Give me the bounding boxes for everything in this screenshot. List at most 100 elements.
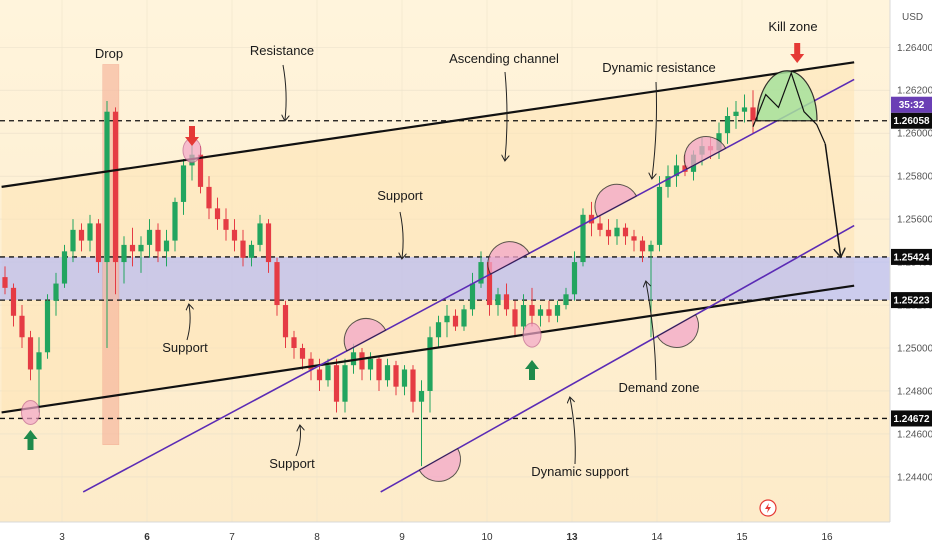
candle-body <box>78 229 85 241</box>
red-down-arrow <box>790 43 805 63</box>
candle-body <box>146 229 153 245</box>
countdown-value: 35:32 <box>899 100 925 111</box>
candle-body <box>155 229 161 252</box>
candle <box>741 94 748 123</box>
candle <box>605 219 612 245</box>
touch-arc <box>418 447 461 482</box>
candle-body <box>53 283 59 301</box>
touch-markers <box>21 136 727 482</box>
touch-ellipse <box>522 322 542 348</box>
touch-arc <box>656 314 699 349</box>
projection-arrow <box>824 143 840 256</box>
candle-body <box>724 116 731 134</box>
candle <box>231 219 238 252</box>
candle <box>155 223 161 263</box>
candle <box>36 337 42 413</box>
trendline-3 <box>380 224 855 493</box>
candle-body <box>427 337 433 391</box>
candle-body <box>274 262 280 306</box>
candle <box>257 214 263 252</box>
candle-body <box>410 369 416 402</box>
time-axis <box>0 522 890 550</box>
candle-body <box>495 294 501 306</box>
candle <box>146 219 153 258</box>
annotation-pointer <box>295 426 301 457</box>
candle <box>61 244 68 288</box>
kill-zone-dome <box>756 70 818 122</box>
candle-body <box>70 229 76 252</box>
candle <box>614 219 620 245</box>
candle <box>27 330 34 381</box>
candle <box>342 358 348 413</box>
candle-body <box>580 214 586 263</box>
candle <box>333 358 340 413</box>
channel-fill <box>1 62 855 413</box>
candle <box>121 236 127 284</box>
candle-body <box>299 348 306 359</box>
candle-body <box>418 390 425 402</box>
x-tick-label: 16 <box>821 532 833 543</box>
candles <box>2 90 756 467</box>
candle <box>274 257 280 316</box>
candle <box>172 197 178 252</box>
candle <box>265 219 272 273</box>
candle <box>10 283 17 327</box>
annotation-label: Support <box>162 340 208 355</box>
x-tick-label: 7 <box>229 532 235 543</box>
candle-body <box>129 244 136 252</box>
trendline-1 <box>1 284 855 414</box>
touch-arc <box>487 241 530 275</box>
touch-arc <box>343 318 387 352</box>
touch-ellipse <box>21 399 40 425</box>
y-tick-label: 1.25800 <box>897 172 932 183</box>
candle-body <box>665 176 671 187</box>
candle <box>180 158 187 215</box>
candle-body <box>265 223 272 263</box>
candle-body <box>282 305 289 338</box>
candle-body <box>741 107 748 112</box>
candle-body <box>673 165 680 177</box>
annotation-label: Ascending channel <box>449 51 559 66</box>
candle <box>206 176 212 220</box>
candle-body <box>614 227 620 237</box>
candle <box>554 300 561 323</box>
candle <box>444 305 450 338</box>
price-axis <box>890 0 932 550</box>
lightning-icon[interactable] <box>759 499 777 517</box>
y-tick-label: 1.26200 <box>897 86 932 97</box>
candle <box>733 100 739 129</box>
level-price-boxes: 1.26058 1.25424 1.25223 1.24672 35:32 <box>891 96 932 427</box>
candle-body <box>19 315 25 338</box>
candle <box>112 107 119 295</box>
candle-body <box>2 277 8 288</box>
x-tick-label: 14 <box>651 532 663 543</box>
candle <box>299 343 306 370</box>
candle-body <box>503 294 510 310</box>
annotation-pointer <box>505 71 507 160</box>
candle-body <box>648 244 654 252</box>
candle <box>639 236 646 263</box>
candle-body <box>172 201 178 241</box>
annotation-pointer <box>646 282 657 381</box>
candle-body <box>469 283 476 310</box>
candle-body <box>121 244 127 263</box>
candle-body <box>444 315 450 323</box>
annotation-label: Support <box>269 456 315 471</box>
candle-body <box>750 107 756 121</box>
candle-body <box>512 309 518 327</box>
candle <box>248 240 255 267</box>
candle <box>452 309 459 331</box>
touch-arc <box>594 184 638 218</box>
x-tick-label: 9 <box>399 532 405 543</box>
candle-body <box>291 337 297 348</box>
candle <box>129 227 136 267</box>
candle <box>350 343 357 374</box>
candle-body <box>44 300 51 353</box>
candle <box>427 326 433 413</box>
trendlines <box>1 61 855 493</box>
price-level-value: 1.24672 <box>893 414 930 425</box>
kill-zone-path <box>752 71 826 145</box>
candle-body <box>95 223 102 263</box>
price-level-box <box>891 112 932 129</box>
